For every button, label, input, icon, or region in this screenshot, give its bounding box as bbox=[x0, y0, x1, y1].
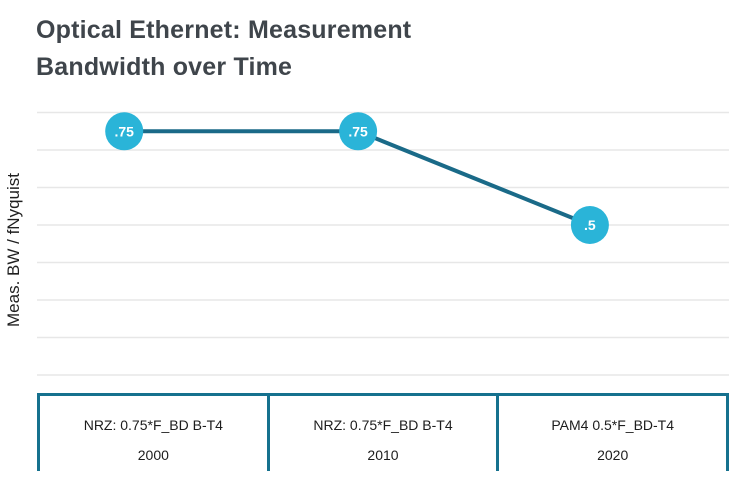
line-chart-svg: .75 .75 .5 bbox=[37, 111, 729, 376]
x-axis-cell-2000: NRZ: 0.75*F_BD B-T4 2000 bbox=[37, 396, 267, 471]
x-axis-cell-year: 2010 bbox=[367, 447, 399, 463]
data-point-marker bbox=[339, 112, 378, 151]
x-axis-cell-year: 2000 bbox=[137, 447, 169, 463]
y-axis-label: Meas. BW / fNyquist bbox=[4, 173, 23, 327]
x-axis-cell-year: 2020 bbox=[597, 447, 629, 463]
x-axis-cell-label: NRZ: 0.75*F_BD B-T4 bbox=[313, 417, 453, 433]
x-axis-cell-2010: NRZ: 0.75*F_BD B-T4 2010 bbox=[266, 396, 497, 471]
data-point-marker bbox=[570, 206, 609, 244]
data-point-label: .75 bbox=[348, 123, 368, 139]
x-axis-cell-label: PAM4 0.5*F_BD-T4 bbox=[551, 417, 675, 433]
x-axis-cell-2020: PAM4 0.5*F_BD-T4 2020 bbox=[496, 396, 730, 471]
data-point-label: .5 bbox=[584, 217, 596, 233]
data-point-label: .75 bbox=[114, 123, 134, 139]
x-axis-table: NRZ: 0.75*F_BD B-T4 2000 NRZ: 0.75*F_BD … bbox=[37, 393, 730, 471]
x-axis-cell-label: NRZ: 0.75*F_BD B-T4 bbox=[83, 417, 223, 433]
data-point-marker bbox=[105, 112, 144, 151]
page-title: Optical Ethernet: Measurement Bandwidth … bbox=[36, 16, 412, 81]
